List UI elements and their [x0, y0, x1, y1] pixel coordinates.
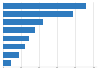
Bar	[3, 44, 25, 49]
Bar	[3, 60, 11, 66]
Bar	[3, 36, 29, 41]
Bar	[3, 3, 86, 9]
Bar	[3, 19, 43, 25]
Bar	[3, 11, 73, 17]
Bar	[3, 27, 35, 33]
Bar	[3, 52, 19, 58]
